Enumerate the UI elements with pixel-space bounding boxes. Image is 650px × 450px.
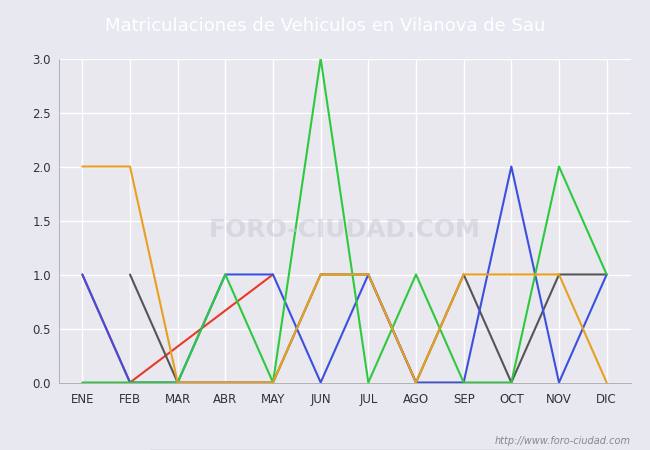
- Text: FORO-CIUDAD.COM: FORO-CIUDAD.COM: [209, 218, 480, 242]
- Text: Matriculaciones de Vehiculos en Vilanova de Sau: Matriculaciones de Vehiculos en Vilanova…: [105, 17, 545, 35]
- Text: http://www.foro-ciudad.com: http://www.foro-ciudad.com: [495, 436, 630, 446]
